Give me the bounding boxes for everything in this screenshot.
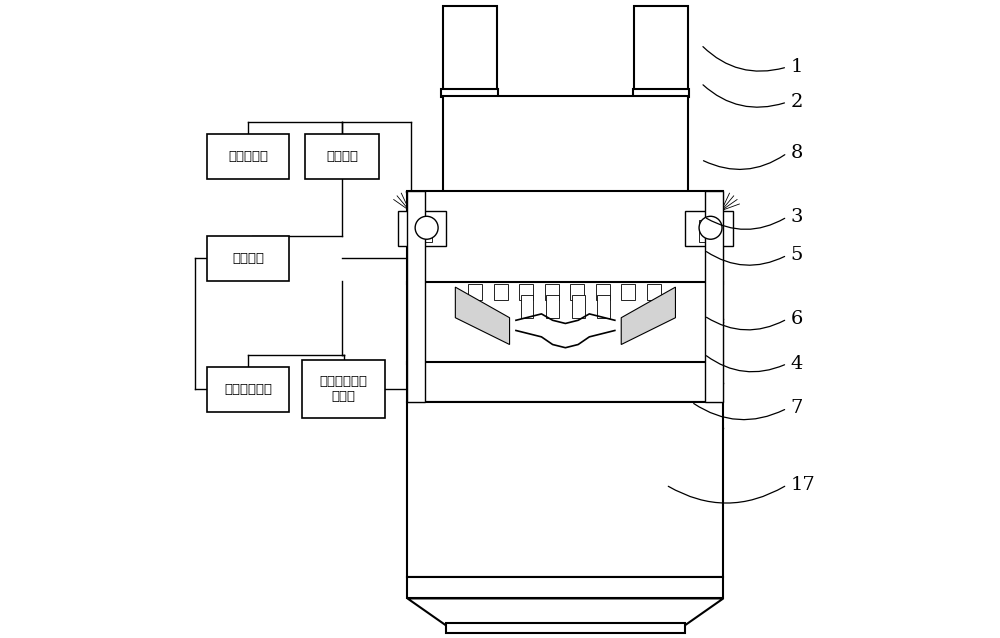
Bar bbox=[407, 191, 425, 402]
Bar bbox=[621, 284, 635, 300]
Bar bbox=[633, 89, 689, 97]
Text: 8: 8 bbox=[790, 144, 803, 162]
Bar bbox=[409, 220, 432, 242]
Text: 3: 3 bbox=[790, 208, 803, 226]
Bar bbox=[545, 284, 559, 300]
Bar bbox=[443, 96, 688, 195]
Text: 6: 6 bbox=[790, 310, 803, 328]
Circle shape bbox=[415, 216, 438, 239]
Bar bbox=[521, 295, 533, 318]
Polygon shape bbox=[621, 287, 675, 345]
Bar bbox=[407, 577, 723, 598]
Bar bbox=[597, 295, 610, 318]
Text: 电控系统: 电控系统 bbox=[232, 252, 264, 265]
Bar bbox=[546, 295, 559, 318]
Text: 5: 5 bbox=[790, 246, 803, 264]
Bar bbox=[302, 360, 385, 418]
Bar bbox=[570, 284, 584, 300]
Bar bbox=[572, 295, 585, 318]
Bar bbox=[305, 134, 379, 179]
Bar bbox=[407, 282, 723, 364]
Bar bbox=[441, 89, 498, 97]
Polygon shape bbox=[407, 598, 723, 625]
Text: 快速和中速注
水系统: 快速和中速注 水系统 bbox=[320, 375, 368, 403]
Bar bbox=[459, 193, 672, 283]
Bar bbox=[494, 284, 508, 300]
Bar bbox=[407, 191, 723, 284]
Text: 1: 1 bbox=[790, 58, 803, 76]
Bar bbox=[596, 284, 610, 300]
Text: 液压系统: 液压系统 bbox=[326, 150, 358, 163]
Polygon shape bbox=[455, 287, 510, 345]
Bar bbox=[207, 236, 289, 281]
Bar bbox=[407, 362, 723, 402]
Bar bbox=[443, 6, 497, 93]
Bar bbox=[446, 623, 685, 633]
Bar bbox=[705, 191, 723, 402]
Bar bbox=[407, 402, 723, 577]
Text: 7: 7 bbox=[790, 399, 803, 417]
Text: 2: 2 bbox=[790, 93, 803, 111]
Bar bbox=[398, 211, 446, 246]
Bar bbox=[699, 220, 721, 242]
Text: 4: 4 bbox=[790, 355, 803, 373]
Bar bbox=[468, 284, 482, 300]
Circle shape bbox=[699, 216, 722, 239]
Text: 内增压系统: 内增压系统 bbox=[228, 150, 268, 163]
Bar bbox=[519, 284, 533, 300]
Bar bbox=[207, 367, 289, 412]
Bar bbox=[634, 6, 688, 93]
Bar bbox=[685, 211, 733, 246]
Bar bbox=[647, 284, 661, 300]
Text: 冲孔蓄能系统: 冲孔蓄能系统 bbox=[224, 383, 272, 396]
Bar bbox=[207, 134, 289, 179]
Text: 17: 17 bbox=[790, 476, 815, 494]
